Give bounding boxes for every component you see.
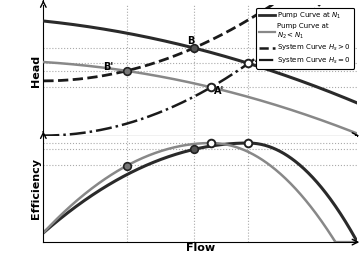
X-axis label: Flow: Flow: [186, 243, 215, 253]
Text: B: B: [188, 36, 195, 46]
Legend: Pump Curve at $\mathit{N_1}$, Pump Curve at
$\mathit{N_2} < \mathit{N_1}$, Syste: Pump Curve at $\mathit{N_1}$, Pump Curve…: [257, 8, 354, 69]
Text: A': A': [214, 86, 225, 97]
Text: B': B': [103, 62, 113, 72]
Y-axis label: Efficiency: Efficiency: [31, 158, 40, 219]
Y-axis label: Head: Head: [31, 54, 40, 87]
Text: A: A: [255, 54, 262, 64]
